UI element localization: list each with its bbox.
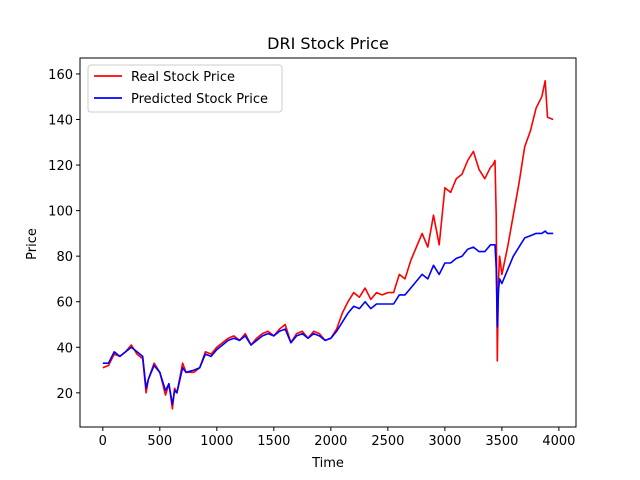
y-tick-label: 100 [48,205,73,220]
x-tick-label: 2000 [314,434,347,449]
y-axis-label: Price [25,228,40,260]
plot-lines [102,80,554,410]
y-tick-label: 80 [56,250,73,265]
x-tick-label: 2500 [371,434,404,449]
y-tick-label: 140 [48,114,73,129]
chart-title: DRI Stock Price [267,34,389,53]
series-line-predicted [102,230,554,406]
legend-label: Real Stock Price [131,70,235,85]
y-tick-label: 160 [48,68,73,83]
x-tick-label: 0 [99,434,107,449]
x-axis-label: Time [311,456,344,471]
y-tick-label: 120 [48,159,73,174]
axes: 0 500 1000 1500 2000 2500 3000 3500 4000 20 40 60 80… [48,57,577,449]
legend: Real Stock Price Predicted Stock Price [87,64,283,113]
y-tick-label: 20 [56,387,73,402]
x-tick-label: 4000 [542,434,575,449]
plot-frame [79,57,577,428]
x-tick-label: 1500 [257,434,290,449]
x-tick-label: 500 [147,434,172,449]
legend-box [87,64,283,113]
x-tick-label: 1000 [200,434,233,449]
y-tick-label: 60 [56,296,73,311]
x-tick-label: 3500 [485,434,518,449]
legend-label: Predicted Stock Price [131,92,268,107]
y-tick-label: 40 [56,341,73,356]
x-tick-label: 3000 [428,434,461,449]
